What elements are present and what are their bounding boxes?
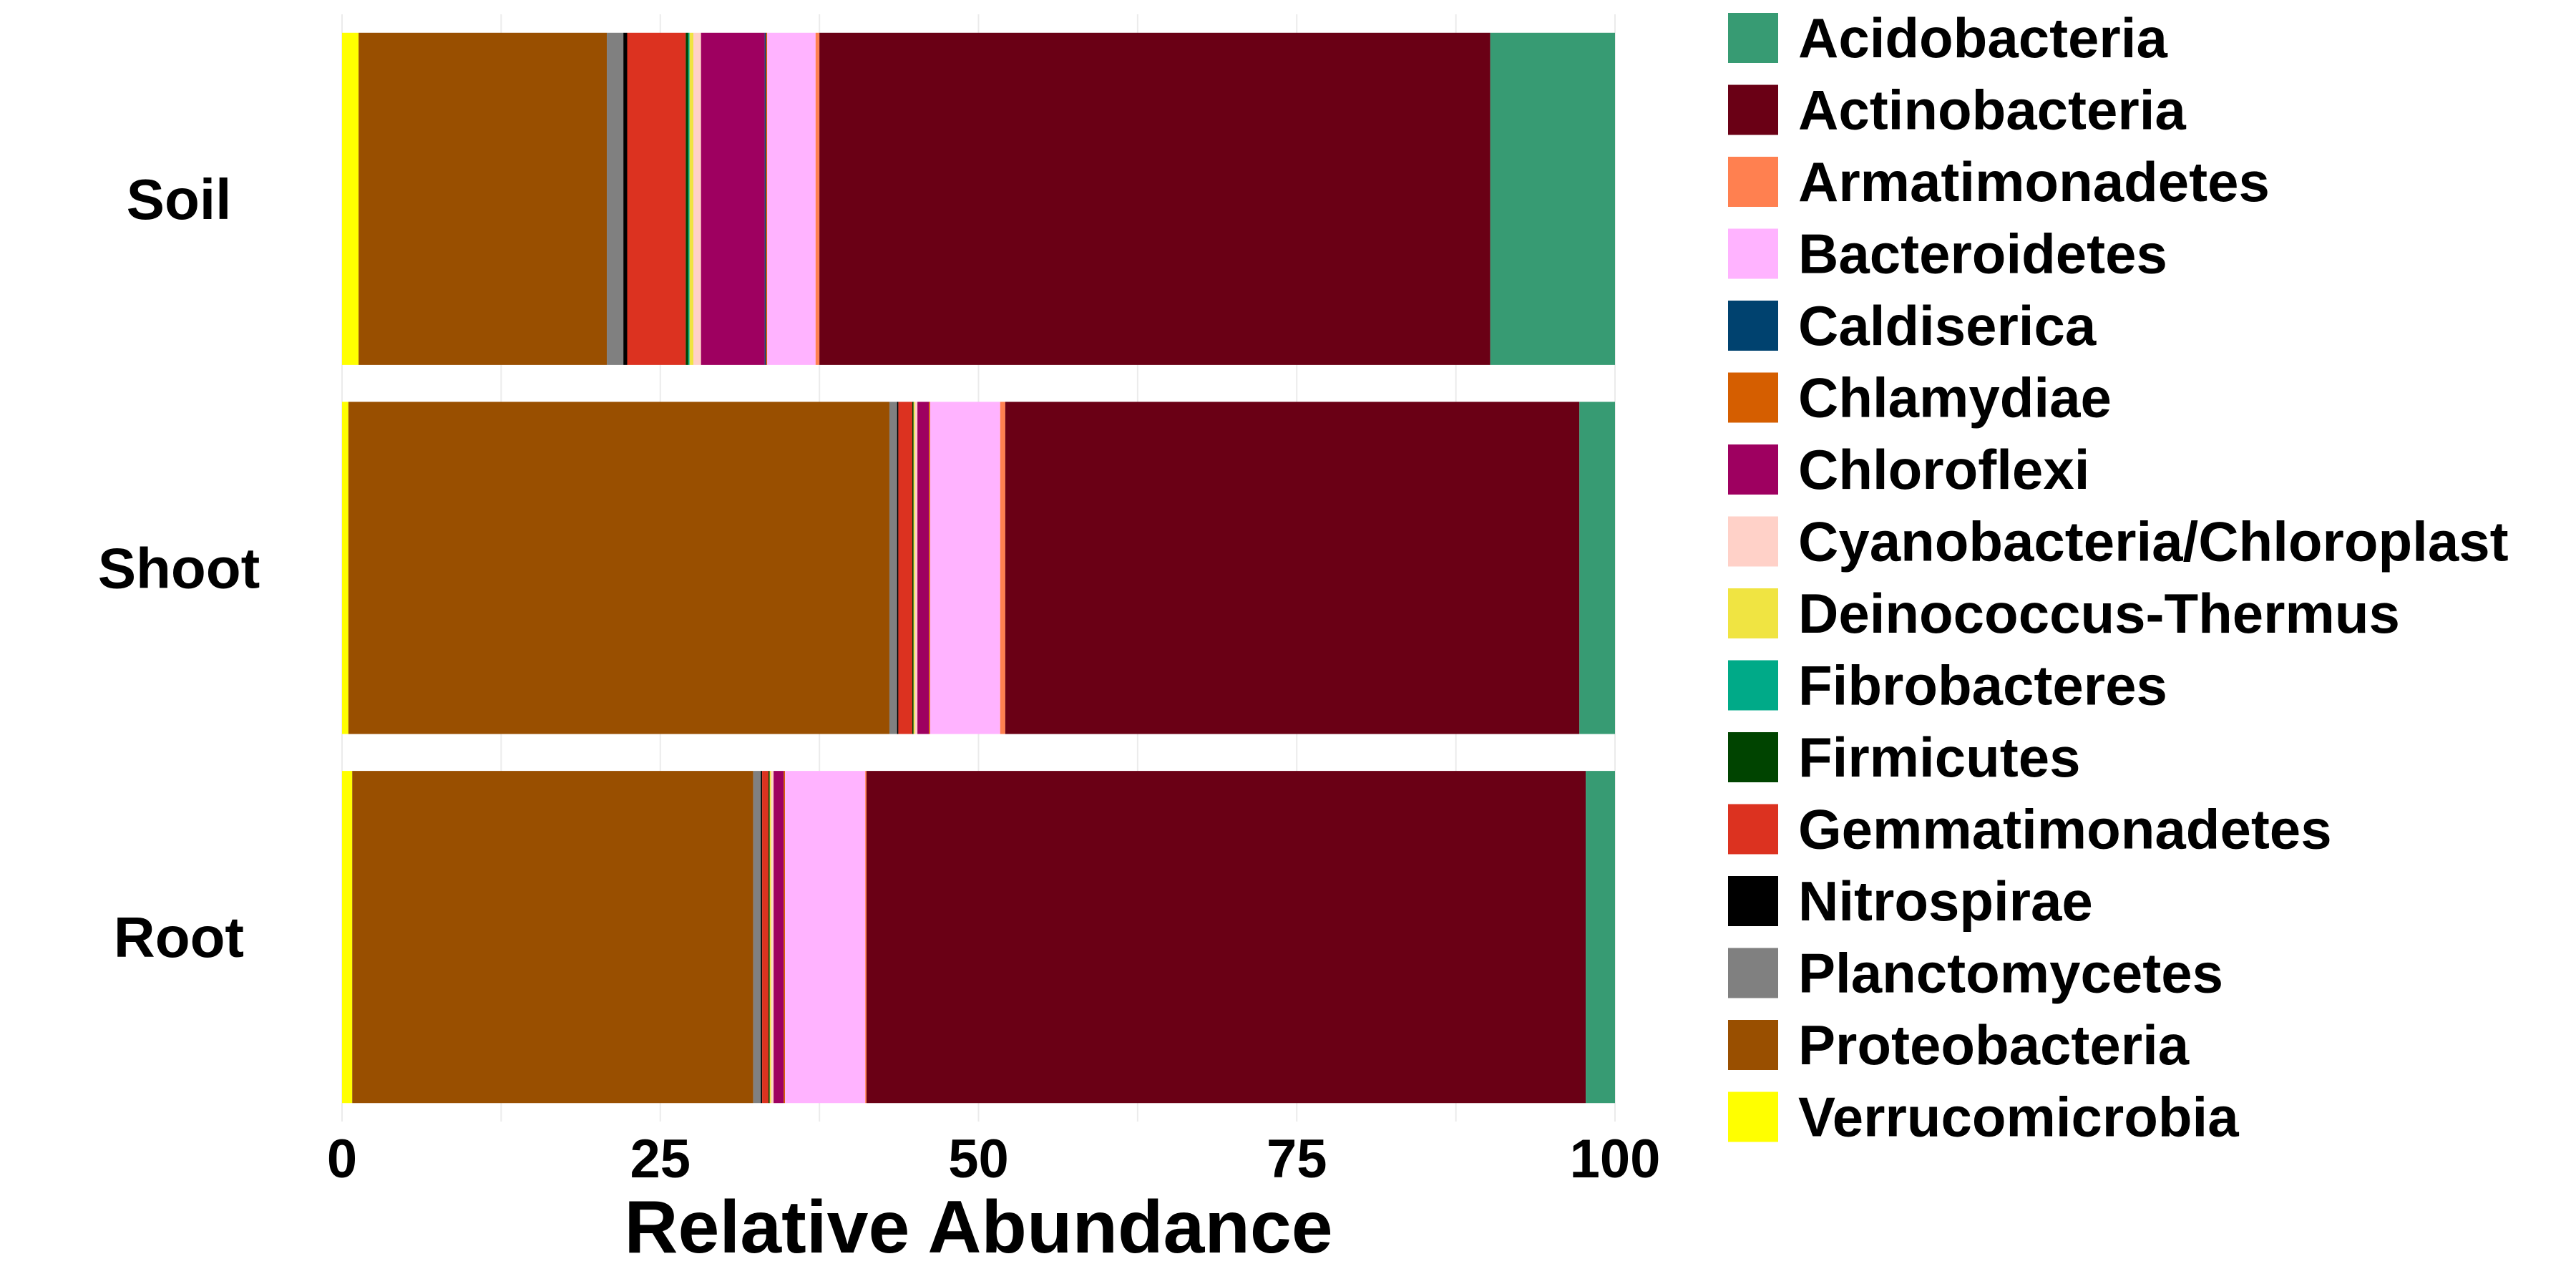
bar-segment-shoot-chlamydiae — [929, 402, 930, 734]
legend-key-nitrospirae — [1728, 876, 1778, 926]
bar-segment-root-acidobacteria — [1586, 771, 1615, 1104]
category-label-shoot: Shoot — [98, 537, 260, 600]
bar-segment-root-proteobacteria — [352, 771, 753, 1104]
legend-key-bacteroidetes — [1728, 228, 1778, 279]
legend-label: Deinococcus-Thermus — [1798, 582, 2400, 645]
legend-label: Actinobacteria — [1798, 79, 2186, 142]
legend-label: Firmicutes — [1798, 726, 2080, 789]
bar-segment-soil-verrucomicrobia — [342, 32, 359, 365]
bar-segment-soil-chlamydiae — [766, 32, 768, 365]
legend-label: Armatimonadetes — [1798, 150, 2270, 213]
legend-label: Chloroflexi — [1798, 438, 2089, 501]
category-label-soil: Soil — [127, 167, 232, 231]
bar-segment-root-actinobacteria — [866, 771, 1586, 1104]
legend-key-deinococcus-thermus — [1728, 588, 1778, 638]
bar-segment-shoot-acidobacteria — [1579, 402, 1615, 734]
bar-segment-soil-proteobacteria — [358, 32, 608, 365]
x-tick-label: 75 — [1267, 1129, 1327, 1190]
legend-label: Acidobacteria — [1798, 6, 2167, 69]
bar-segment-soil-bacteroidetes — [767, 32, 816, 365]
bar-segment-soil-armatimonadetes — [815, 32, 820, 365]
bar-segment-soil-nitrospirae — [623, 32, 628, 365]
bar-segment-root-bacteroidetes — [785, 771, 866, 1104]
bar-segment-root-planctomycetes — [753, 771, 761, 1104]
bar-segment-root-cyanobacteria-chloroplast — [771, 771, 774, 1104]
legend-label: Chlamydiae — [1798, 366, 2112, 429]
bar-segment-soil-cyanobacteria-chloroplast — [693, 32, 701, 365]
bar-segment-shoot-firmicutes — [912, 402, 914, 734]
bar-segment-shoot-armatimonadetes — [1000, 402, 1005, 734]
legend-key-planctomycetes — [1728, 948, 1778, 998]
legend-key-acidobacteria — [1728, 13, 1778, 63]
legend-key-actinobacteria — [1728, 84, 1778, 135]
bar-segment-shoot-actinobacteria — [1005, 402, 1580, 734]
category-label-root: Root — [114, 905, 244, 969]
bar-segment-root-chlamydiae — [784, 771, 786, 1104]
bar-segment-soil-fibrobacteres — [688, 32, 690, 365]
bar-segment-shoot-chloroflexi — [917, 402, 930, 734]
legend-key-verrucomicrobia — [1728, 1091, 1778, 1142]
bar-segment-root-nitrospirae — [761, 771, 763, 1104]
legend-key-gemmatimonadetes — [1728, 804, 1778, 855]
legend-label: Nitrospirae — [1798, 870, 2093, 933]
bar-segment-soil-chloroflexi — [701, 32, 765, 365]
bar-segment-shoot-bacteroidetes — [930, 402, 1000, 734]
x-tick-labels: 0 25 50 75 100 — [327, 1129, 1661, 1190]
bars — [342, 32, 1615, 1104]
legend-key-armatimonadetes — [1728, 157, 1778, 207]
legend-key-fibrobacteres — [1728, 660, 1778, 711]
legend-key-chloroflexi — [1728, 444, 1778, 495]
bar-segment-soil-deinococcus-thermus — [689, 32, 694, 365]
legend-label: Planctomycetes — [1798, 942, 2223, 1005]
bar-segment-root-deinococcus-thermus — [769, 771, 771, 1104]
bar-segment-soil-acidobacteria — [1490, 32, 1615, 365]
legend-label: Cyanobacteria/Chloroplast — [1798, 510, 2509, 573]
x-axis-title: Relative Abundance — [624, 1186, 1332, 1269]
legend-label: Caldiserica — [1798, 294, 2097, 357]
legend-label: Proteobacteria — [1798, 1013, 2190, 1076]
legend-label: Verrucomicrobia — [1798, 1086, 2239, 1149]
x-tick-label: 25 — [630, 1129, 691, 1190]
legend-label: Fibrobacteres — [1798, 654, 2167, 717]
legend-key-proteobacteria — [1728, 1020, 1778, 1070]
legend-key-cyanobacteria-chloroplast — [1728, 516, 1778, 567]
legend-key-firmicutes — [1728, 732, 1778, 782]
x-tick-label: 0 — [327, 1129, 357, 1190]
bar-segment-root-verrucomicrobia — [342, 771, 353, 1104]
legend-key-caldiserica — [1728, 301, 1778, 351]
category-labels: Soil Shoot Root — [98, 167, 260, 969]
bar-segment-shoot-nitrospirae — [897, 402, 899, 734]
legend-key-chlamydiae — [1728, 372, 1778, 423]
legend: Acidobacteria Actinobacteria Armatimonadet… — [1728, 6, 2509, 1149]
bar-segment-shoot-proteobacteria — [348, 402, 889, 734]
bar-segment-soil-firmicutes — [686, 32, 688, 365]
bar-segment-root-gemmatimonadetes — [762, 771, 769, 1104]
bar-segment-shoot-deinococcus-thermus — [913, 402, 915, 734]
bar-segment-shoot-verrucomicrobia — [342, 402, 348, 734]
legend-label: Gemmatimonadetes — [1798, 798, 2332, 861]
x-tick-label: 50 — [948, 1129, 1009, 1190]
bar-segment-shoot-gemmatimonadetes — [898, 402, 912, 734]
bar-segment-shoot-cyanobacteria-chloroplast — [914, 402, 918, 734]
x-tick-label: 100 — [1570, 1129, 1661, 1190]
legend-label: Bacteroidetes — [1798, 223, 2167, 286]
bar-segment-soil-actinobacteria — [819, 32, 1491, 365]
bar-segment-shoot-planctomycetes — [889, 402, 897, 734]
bar-segment-soil-planctomycetes — [607, 32, 624, 365]
bar-segment-root-firmicutes — [768, 771, 770, 1104]
bar-segment-soil-gemmatimonadetes — [627, 32, 686, 365]
bar-segment-soil-caldiserica — [764, 32, 766, 365]
bar-segment-root-armatimonadetes — [865, 771, 867, 1104]
bar-segment-root-chloroflexi — [774, 771, 784, 1104]
